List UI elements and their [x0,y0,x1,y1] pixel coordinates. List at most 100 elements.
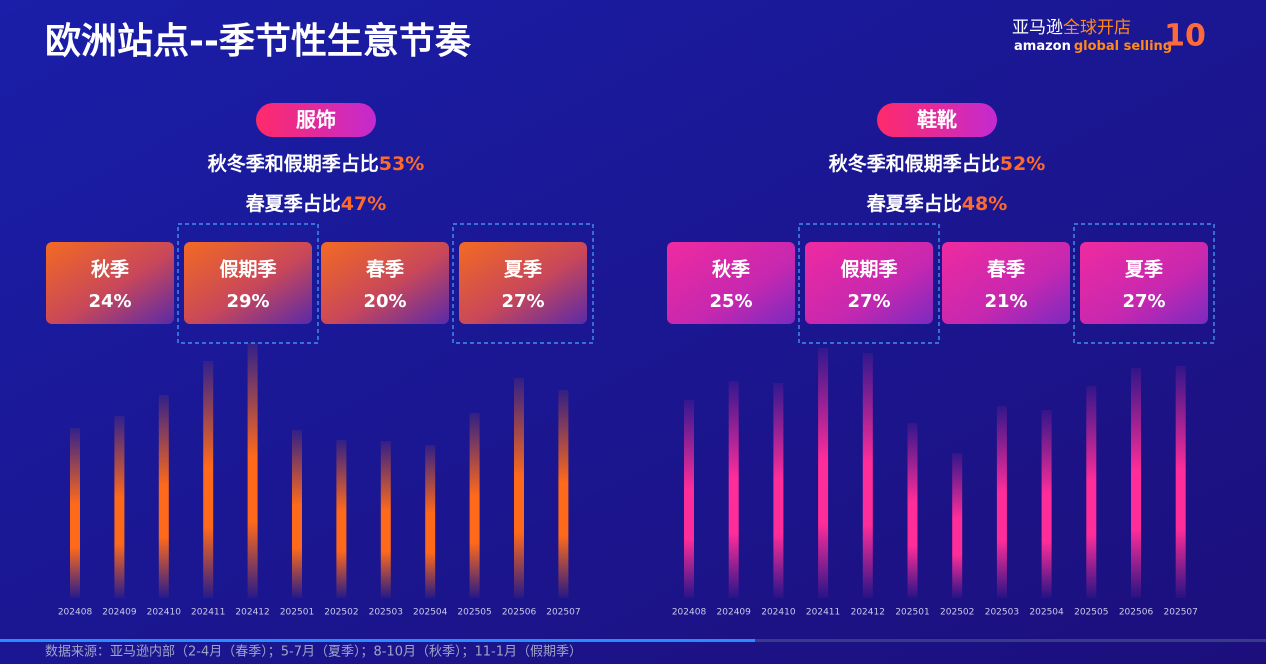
share-note-text: 春夏季占比 [246,192,341,215]
share-note: 春夏季占比48% [867,192,1008,215]
x-tick-label: 202504 [1029,608,1064,618]
share-note: 秋冬季和假期季占比52% [829,152,1046,175]
season-name: 春季 [366,258,404,281]
x-tick-label: 202507 [1164,608,1198,618]
season-share: 27% [1122,291,1165,312]
share-note: 秋冬季和假期季占比53% [208,152,425,175]
bar [818,348,829,598]
chart-title: 服饰 [296,108,336,132]
x-tick-label: 202506 [502,608,537,618]
bar [907,423,918,598]
season-name: 秋季 [712,258,750,281]
bar [247,343,258,598]
share-note-text: 秋冬季和假期季占比 [829,152,1000,175]
x-tick-label: 202411 [191,608,225,618]
category-pill [256,103,376,137]
footer-source: 数据来源：亚马逊内部（2-4月（春季）；5-7月（夏季）；8-10月（秋季）；1… [45,644,582,660]
x-tick-label: 202408 [672,608,707,618]
season-name: 春季 [987,258,1025,281]
bar [425,445,436,598]
x-tick-label: 202410 [761,608,796,618]
x-tick-label: 202504 [413,608,448,618]
bar [1041,410,1052,598]
bar [773,383,784,598]
x-tick-label: 202507 [546,608,580,618]
logo-cn: 亚马逊全球开店 [1012,18,1131,38]
season-name: 假期季 [840,258,897,281]
slide-title: 欧洲站点--季节性生意节奏 [45,21,472,62]
season-share: 29% [226,291,269,312]
logo-en-main: amazon [1014,39,1071,54]
footer-progress [0,639,755,642]
share-note-value: 47% [341,193,386,215]
highlight-box [1073,223,1215,344]
season-name: 夏季 [504,259,542,281]
bar [684,400,694,598]
bar [158,395,169,598]
bar [469,413,480,598]
bar [952,453,963,598]
bar [558,390,569,598]
season-card [321,242,449,324]
highlight-box [452,223,594,344]
logo-en-accent: global selling [1074,39,1172,54]
share-note-text: 春夏季占比 [867,192,962,215]
logo-en: amazon global selling [1014,39,1172,54]
category-pill [877,103,997,137]
share-note-value: 53% [379,153,424,175]
chart-title: 鞋靴 [917,108,957,132]
share-note-text: 秋冬季和假期季占比 [208,152,379,175]
season-share: 25% [709,291,752,312]
highlight-box [798,223,940,344]
bar [292,430,302,598]
x-tick-label: 202505 [457,608,491,618]
x-tick-label: 202503 [985,608,1019,618]
bar [203,361,214,598]
season-card [184,242,312,324]
season-card [459,242,587,324]
season-share: 27% [847,291,890,312]
x-tick-label: 202501 [895,608,929,618]
x-tick-label: 202408 [58,608,93,618]
logo-cn-accent: 全球开店 [1063,18,1131,38]
season-share: 20% [363,291,406,312]
bar [1131,368,1141,598]
x-tick-label: 202412 [851,608,885,618]
season-card [1080,242,1208,324]
x-tick-label: 202411 [806,608,840,618]
season-name: 夏季 [1125,259,1163,281]
share-note: 春夏季占比47% [246,192,387,215]
season-card [46,242,174,324]
x-tick-label: 202412 [235,608,269,618]
bar [70,428,80,598]
logo-badge: 10 [1164,19,1206,54]
x-tick-label: 202502 [324,608,358,618]
logo-cn-main: 亚马逊 [1012,18,1063,38]
season-share: 21% [984,291,1027,312]
season-card [667,242,795,324]
season-card [942,242,1070,324]
x-tick-label: 202409 [717,608,752,618]
x-tick-label: 202506 [1119,608,1154,618]
share-note-value: 52% [1000,153,1045,175]
bar [336,440,347,598]
season-name: 秋季 [91,258,129,281]
x-tick-label: 202409 [102,608,137,618]
x-tick-label: 202503 [369,608,403,618]
bar [728,381,739,598]
bar [1175,366,1186,598]
bar [114,416,125,598]
bar [1086,386,1097,598]
season-card [805,242,933,324]
bar [380,441,391,598]
bar [996,406,1007,598]
bar [514,378,524,598]
x-tick-label: 202502 [940,608,974,618]
x-tick-label: 202505 [1074,608,1108,618]
x-tick-label: 202501 [280,608,314,618]
bar [862,353,873,598]
share-note-value: 48% [962,193,1007,215]
x-tick-label: 202410 [147,608,182,618]
season-share: 24% [88,291,131,312]
